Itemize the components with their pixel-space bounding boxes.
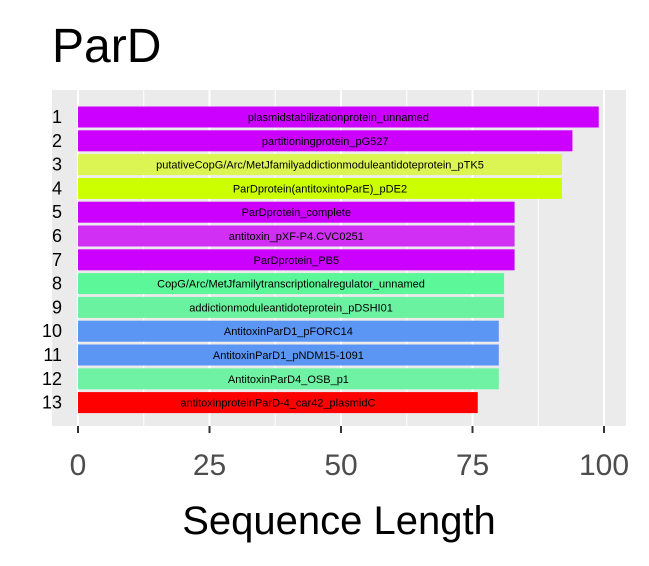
x-tick-label-4: 100 [579, 449, 629, 482]
y-tick-label-1: 1 [52, 107, 62, 127]
x-tick-label-0: 0 [70, 449, 87, 482]
y-tick-label-8: 8 [52, 274, 62, 294]
bar-3 [78, 154, 562, 176]
bar-label-10: AntitoxinParD1_pFORC14 [224, 326, 353, 338]
y-tick-label-11: 11 [43, 345, 62, 365]
bar-label-12: AntitoxinParD4_OSB_p1 [228, 374, 349, 386]
bar-label-5: ParDprotein_complete [242, 207, 351, 219]
y-tick-label-5: 5 [52, 202, 62, 222]
bar-6 [78, 225, 515, 247]
bar-label-7: ParDprotein_PB5 [253, 255, 339, 267]
y-tick-label-10: 10 [42, 321, 62, 341]
y-tick-label-9: 9 [52, 297, 62, 317]
bar-7 [78, 249, 515, 271]
y-tick-label-6: 6 [52, 226, 62, 246]
bar-label-9: addictionmoduleantidoteprotein_pDSHI01 [189, 302, 393, 314]
y-tick-label-7: 7 [52, 250, 62, 270]
x-axis-label: Sequence Length [182, 499, 496, 543]
bar-label-8: CopG/Arc/MetJfamilytranscriptionalregula… [157, 279, 425, 291]
bar-label-11: AntitoxinParD1_pNDM15-1091 [213, 350, 364, 362]
bar-11 [78, 344, 499, 366]
y-tick-label-13: 13 [42, 393, 62, 413]
x-axis: 0 25 50 75 100 [70, 426, 629, 482]
bar-label-4: ParDprotein(antitoxintoParE)_pDE2 [233, 183, 407, 195]
y-tick-label-2: 2 [52, 131, 62, 151]
bar-12 [78, 368, 499, 390]
x-tick-label-2: 50 [324, 449, 357, 482]
bar-label-3: putativeCopG/Arc/MetJfamilyaddictionmodu… [156, 160, 484, 172]
bar-label-1: plasmidstabilizationprotein_unnamed [248, 112, 429, 124]
bar-label-13: antitoxinproteinParD-4_car42_plasmidC [180, 398, 375, 410]
x-tick-label-3: 75 [456, 449, 489, 482]
chart-title: ParD [52, 20, 161, 73]
x-tick-label-1: 25 [193, 449, 226, 482]
bar-5 [78, 201, 515, 223]
bar-9 [78, 296, 505, 318]
bars: plasmidstabilizationprotein_unnamedparti… [78, 106, 599, 414]
bar-2 [78, 130, 573, 152]
bar-1 [78, 106, 599, 128]
y-tick-label-12: 12 [42, 369, 62, 389]
y-tick-label-3: 3 [52, 155, 62, 175]
bar-8 [78, 273, 505, 295]
bar-4 [78, 177, 562, 199]
y-tick-label-4: 4 [52, 178, 62, 198]
bar-10 [78, 320, 499, 342]
bar-label-2: partitioningprotein_pG527 [262, 136, 389, 148]
bar-label-6: antitoxin_pXF-P4.CVC0251 [229, 231, 364, 243]
bar-13 [78, 392, 478, 414]
